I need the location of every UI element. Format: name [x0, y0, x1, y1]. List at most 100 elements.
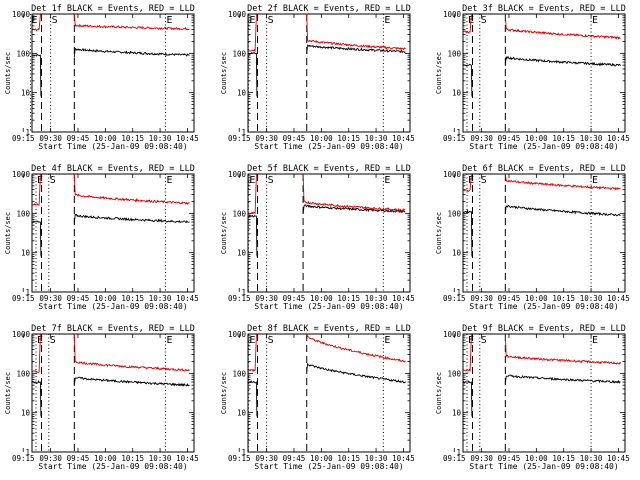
y-tick-label: 10 — [452, 409, 462, 418]
x-tick-label: 10:15 — [121, 294, 144, 303]
panel-3: Det 3f BLACK = Events, RED = LLD 1 10 100 10… — [435, 4, 630, 151]
marker-label: E — [249, 175, 255, 186]
x-tick-label: 10:45 — [607, 134, 630, 143]
y-tick-label: 10 — [21, 89, 31, 98]
marker-label: E — [384, 15, 390, 26]
series-line-lld — [248, 13, 258, 53]
x-tick-label: 09:45 — [283, 294, 306, 303]
y-tick-label: 1 — [456, 448, 461, 457]
y-axis-label: Counts/sec — [4, 52, 12, 94]
x-tick-label: 10:45 — [607, 454, 630, 463]
y-tick-label: 100 — [16, 369, 30, 378]
x-tick-label: 10:45 — [176, 294, 199, 303]
panel-9: Det 9f BLACK = Events, RED = LLD 1 10 100 10… — [435, 324, 630, 471]
series-line-events — [248, 214, 258, 257]
x-tick-label: 09:15 — [12, 294, 35, 303]
x-tick-label: 09:15 — [443, 294, 466, 303]
marker-label: E — [384, 335, 390, 346]
marker-label: S — [268, 175, 274, 186]
x-tick-label: 10:30 — [580, 294, 603, 303]
series-line-events — [463, 63, 473, 97]
y-tick-label: 1000 — [12, 170, 31, 179]
x-tick-label: 10:15 — [552, 294, 575, 303]
y-tick-label: 1000 — [443, 10, 462, 19]
y-tick-label: 100 — [232, 209, 246, 218]
x-tick-label: 10:45 — [392, 454, 415, 463]
panel-title: Det 4f BLACK = Events, RED = LLD — [31, 164, 195, 174]
panel-title: Det 8f BLACK = Events, RED = LLD — [247, 324, 411, 334]
x-tick-label: 09:15 — [443, 454, 466, 463]
y-tick-label: 100 — [447, 369, 461, 378]
series-line-lld — [306, 13, 406, 51]
marker-label: E — [592, 335, 598, 346]
x-tick-label: 09:15 — [228, 294, 251, 303]
marker-label: E — [32, 15, 38, 26]
x-tick-label: 09:30 — [39, 294, 62, 303]
panel-title: Det 9f BLACK = Events, RED = LLD — [462, 324, 626, 334]
y-axis-label: Counts/sec — [220, 52, 228, 94]
x-tick-label: 09:30 — [39, 454, 62, 463]
y-tick-label: 1000 — [228, 10, 247, 19]
x-tick-label: 09:45 — [67, 454, 90, 463]
marker-label: S — [52, 15, 58, 26]
series-line-events — [248, 380, 258, 417]
y-tick-label: 1000 — [228, 330, 247, 339]
plot-frame — [31, 173, 195, 293]
plot-frame — [247, 333, 411, 453]
x-tick-label: 09:45 — [283, 454, 306, 463]
x-tick-label: 10:00 — [94, 454, 117, 463]
plot-frame — [462, 173, 626, 293]
series-line-lld — [248, 173, 258, 215]
y-axis-label: Counts/sec — [435, 52, 443, 94]
y-tick-label: 1 — [241, 288, 246, 297]
x-tick-label: 09:45 — [67, 134, 90, 143]
series-line-lld — [73, 173, 190, 205]
x-axis-label: Start Time (25-Jan-09 09:08:40) — [469, 302, 618, 311]
x-tick-label: 10:00 — [525, 294, 548, 303]
y-tick-label: 100 — [16, 49, 30, 58]
plot-frame — [247, 13, 411, 133]
series-line-lld — [73, 13, 190, 31]
y-axis-label: Counts/sec — [435, 212, 443, 254]
marker-label: S — [481, 15, 487, 26]
marker-label: S — [268, 15, 274, 26]
x-axis-label: Start Time (25-Jan-09 09:08:40) — [254, 142, 403, 151]
x-tick-label: 10:30 — [149, 454, 172, 463]
x-axis-label: Start Time (25-Jan-09 09:08:40) — [469, 142, 618, 151]
series-line-lld — [504, 13, 621, 40]
x-tick-label: 10:30 — [365, 294, 388, 303]
panel-2: Det 2f BLACK = Events, RED = LLD 1 10 100 10… — [220, 4, 415, 151]
x-tick-label: 09:30 — [255, 134, 278, 143]
panel-6: Det 6f BLACK = Events, RED = LLD 1 10 100 10… — [435, 164, 630, 311]
panel-title: Det 2f BLACK = Events, RED = LLD — [247, 4, 411, 14]
y-tick-label: 10 — [237, 249, 247, 258]
marker-label: E — [592, 175, 598, 186]
x-tick-label: 09:15 — [228, 454, 251, 463]
y-tick-label: 100 — [232, 369, 246, 378]
marker-label: S — [50, 175, 56, 186]
x-tick-label: 10:30 — [149, 294, 172, 303]
x-tick-label: 10:00 — [525, 134, 548, 143]
series-line-lld — [32, 173, 42, 206]
x-tick-label: 10:15 — [552, 134, 575, 143]
x-tick-label: 10:30 — [580, 134, 603, 143]
series-line-events — [504, 374, 621, 384]
x-axis-label: Start Time (25-Jan-09 09:08:40) — [38, 302, 187, 311]
x-axis-label: Start Time (25-Jan-09 09:08:40) — [254, 302, 403, 311]
series-line-lld — [73, 333, 190, 372]
series-line-lld — [248, 333, 258, 373]
panel-4: Det 4f BLACK = Events, RED = LLD 1 10 100 10… — [4, 164, 199, 311]
x-tick-label: 10:15 — [121, 134, 144, 143]
panel-title: Det 5f BLACK = Events, RED = LLD — [247, 164, 411, 174]
y-axis-label: Counts/sec — [220, 212, 228, 254]
marker-label: E — [592, 15, 598, 26]
series-line-events — [32, 53, 42, 97]
panel-1: Det 1f BLACK = Events, RED = LLD 1 10 100 10… — [4, 4, 199, 151]
y-tick-label: 1000 — [12, 10, 31, 19]
y-tick-label: 1000 — [443, 170, 462, 179]
series-line-lld — [463, 173, 473, 193]
marker-label: S — [481, 175, 487, 186]
panel-title: Det 1f BLACK = Events, RED = LLD — [31, 4, 195, 14]
x-tick-label: 09:15 — [12, 454, 35, 463]
